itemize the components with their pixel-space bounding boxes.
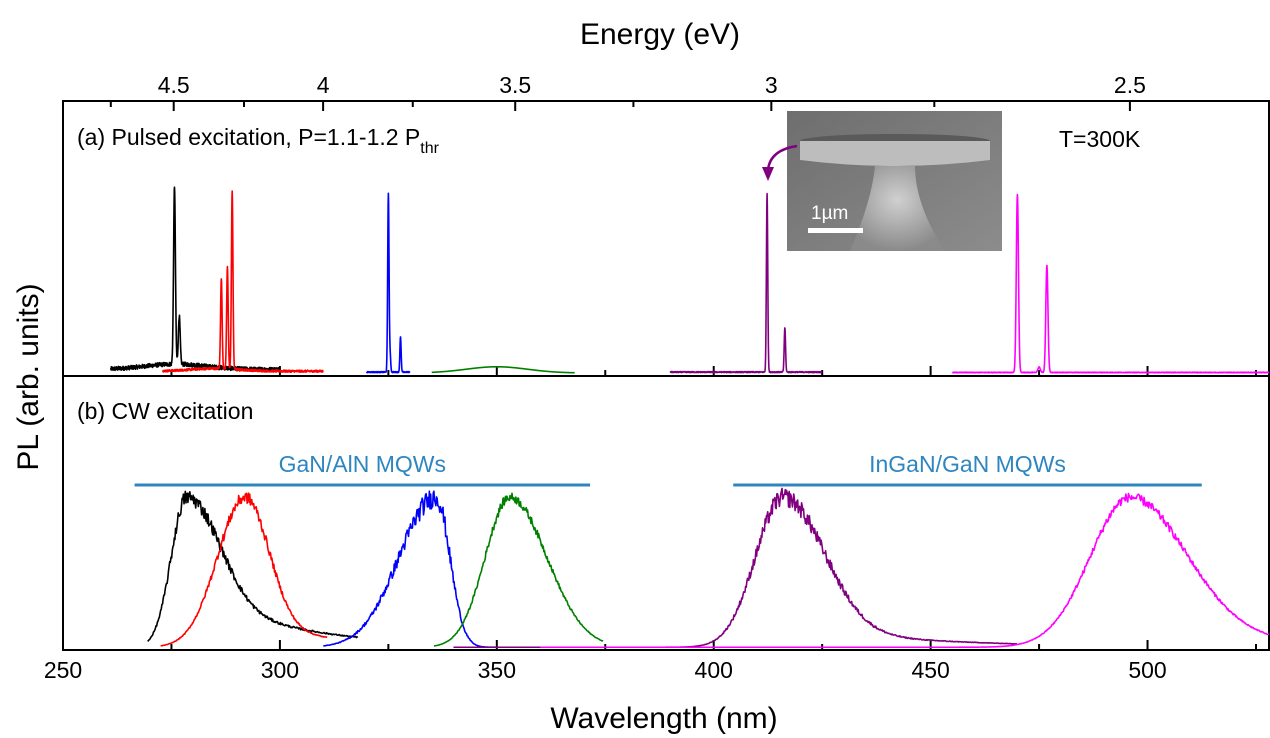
- panel-b-series-3: [323, 490, 497, 649]
- bottom-tick-label: 500: [1128, 657, 1166, 683]
- bottom-tick-label: 250: [44, 657, 82, 683]
- bottom-tick-label: 400: [695, 657, 733, 683]
- panel-a-series-6: [951, 193, 1270, 374]
- panel-a-series-2: [162, 190, 324, 374]
- top-tick-label: 2.5: [1114, 72, 1146, 98]
- panel-a-series: [109, 186, 1270, 374]
- pedestal: [850, 166, 945, 251]
- group-label-2: InGaN/GaN MQWs: [869, 451, 1066, 477]
- panel-b-frame: [62, 375, 1270, 651]
- top-axis-title: Energy (eV): [580, 18, 740, 51]
- sem-inset: 1µm: [787, 111, 1002, 251]
- inset-pointer-arrowhead: [762, 167, 774, 181]
- panel-a-series-5: [669, 192, 823, 374]
- top-tick-label: 3: [765, 72, 778, 98]
- panel-a-label: (a) Pulsed excitation, P=1.1-1.2 Pthr: [77, 124, 440, 157]
- axis-tick-labels: 250 300 350 400 450 500 4.5 4 3.5 3 2.5: [44, 72, 1167, 683]
- panel-a-series-3: [365, 192, 411, 374]
- top-tick-label: 3.5: [499, 72, 531, 98]
- panel-b-series-5: [453, 487, 1018, 649]
- bottom-axis-title: Wavelength (nm): [550, 702, 777, 735]
- bottom-tick-label: 450: [911, 657, 949, 683]
- panel-b-series-2: [160, 492, 328, 647]
- panel-a-label-main: (a) Pulsed excitation, P=1.1-1.2 P: [77, 124, 420, 150]
- bottom-tick-label: 300: [261, 657, 299, 683]
- panel-b-series-1: [147, 490, 359, 642]
- panel-b-groups: GaN/AlN MQWs InGaN/GaN MQWs: [134, 451, 1202, 487]
- temperature-label: T=300K: [1059, 126, 1141, 152]
- panel-b-series: [147, 487, 1270, 649]
- panel-a-series-4: [431, 365, 576, 374]
- y-axis-title: PL (arb. units): [12, 283, 45, 470]
- top-tick-label: 4.5: [158, 72, 190, 98]
- panel-b-series-4: [433, 492, 604, 647]
- inset-scale-label: 1µm: [811, 203, 848, 224]
- panel-b-label: (b) CW excitation: [77, 398, 253, 424]
- axis-ticks: [62, 101, 1257, 650]
- group-label-1: GaN/AlN MQWs: [279, 451, 446, 477]
- top-tick-label: 4: [317, 72, 330, 98]
- disk-rim: [800, 141, 990, 166]
- panel-a-label-subscript: thr: [420, 140, 439, 157]
- panel-a-series-1: [109, 186, 281, 373]
- inset-pointer-arrow: [766, 144, 798, 171]
- panel-b-series-6: [540, 492, 1270, 649]
- bottom-tick-label: 350: [478, 657, 516, 683]
